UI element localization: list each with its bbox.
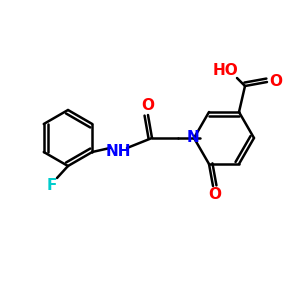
Text: NH: NH [105,145,131,160]
Text: N: N [187,130,200,146]
Text: O: O [208,188,221,202]
Text: O: O [142,98,154,113]
Text: HO: HO [212,62,238,77]
Text: F: F [47,178,57,194]
Text: O: O [269,74,283,88]
